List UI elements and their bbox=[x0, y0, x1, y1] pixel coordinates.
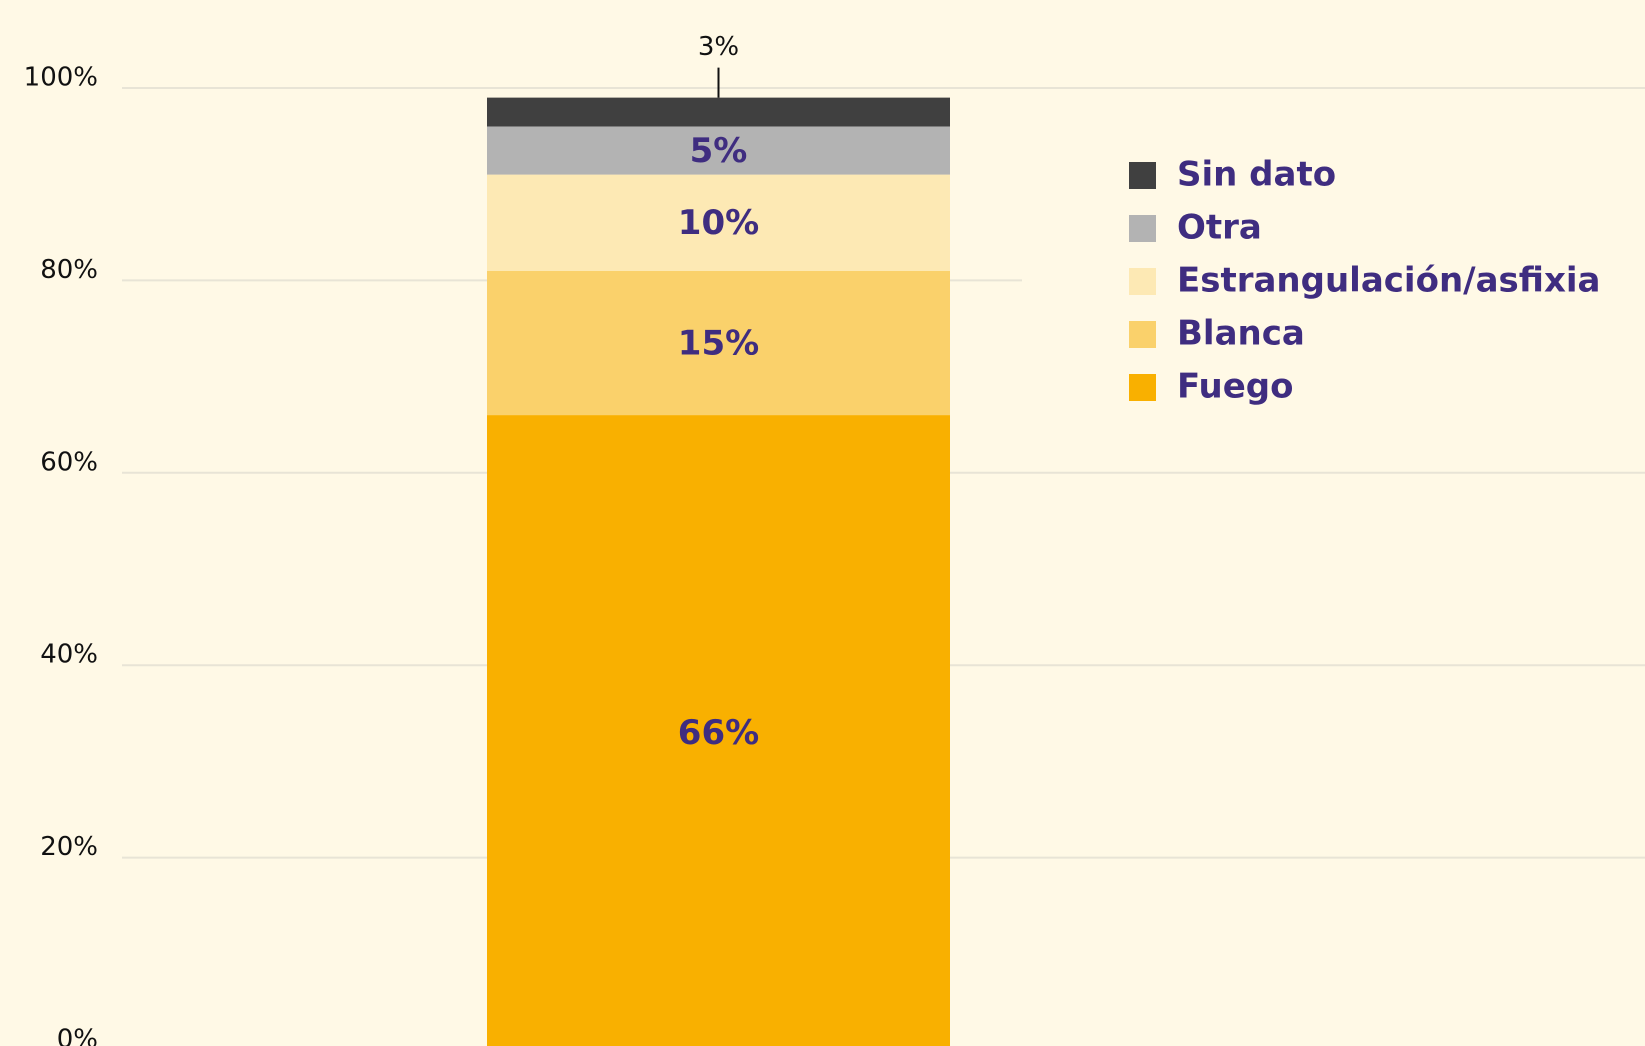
bar-segment bbox=[487, 415, 950, 1046]
data-label: 15% bbox=[678, 323, 759, 363]
bar-segment bbox=[487, 270, 950, 416]
y-tick-label: 0% bbox=[57, 1025, 98, 1046]
bar-segment bbox=[487, 97, 950, 127]
legend-label: Otra bbox=[1177, 208, 1262, 248]
legend-label: Estrangulación/asfixia bbox=[1177, 261, 1600, 301]
legend-label: Fuego bbox=[1177, 367, 1294, 407]
data-label: 5% bbox=[690, 131, 748, 171]
y-tick-label: 80% bbox=[40, 255, 98, 285]
legend-swatch bbox=[1129, 374, 1156, 401]
data-label: 3% bbox=[698, 32, 739, 62]
data-label: 66% bbox=[678, 713, 759, 753]
legend-swatch bbox=[1129, 162, 1156, 189]
legend-label: Sin dato bbox=[1177, 155, 1336, 195]
data-label: 10% bbox=[678, 203, 759, 243]
y-tick-label: 20% bbox=[40, 832, 98, 862]
bar-segment bbox=[487, 126, 950, 175]
legend-label: Blanca bbox=[1177, 314, 1305, 354]
legend-swatch bbox=[1129, 268, 1156, 295]
legend-background bbox=[1022, 140, 1645, 430]
y-tick-label: 100% bbox=[24, 63, 98, 93]
bar-segment bbox=[487, 174, 950, 271]
legend-swatch bbox=[1129, 321, 1156, 348]
legend-swatch bbox=[1129, 215, 1156, 242]
y-tick-label: 40% bbox=[40, 640, 98, 670]
y-tick-label: 60% bbox=[40, 447, 98, 477]
